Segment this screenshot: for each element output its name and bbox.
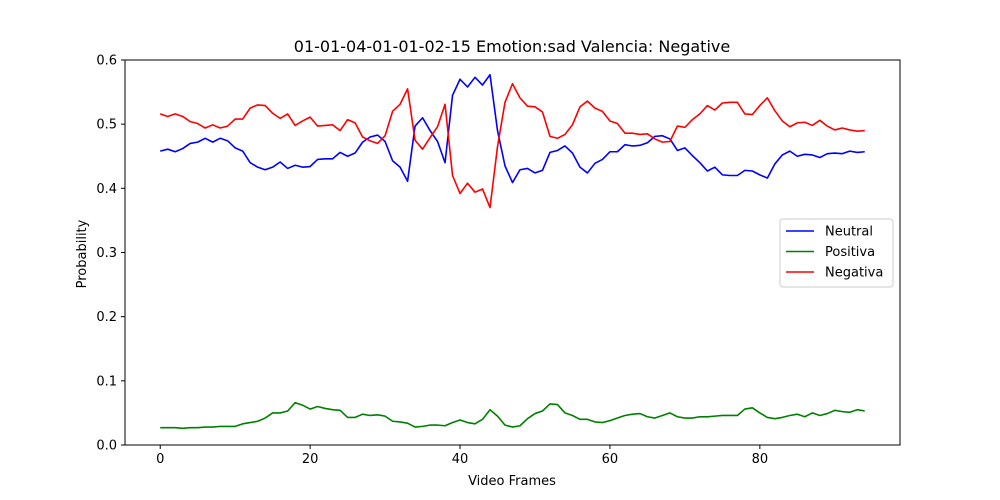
chart-title: 01-01-04-01-01-02-15 Emotion:sad Valenci… xyxy=(294,37,730,56)
legend: Neutral Positiva Negativa xyxy=(779,218,894,288)
y-tick-label: 0.0 xyxy=(96,439,117,454)
y-tick-label: 0.1 xyxy=(96,374,117,389)
legend-box xyxy=(779,218,894,288)
x-axis: 0 20 40 60 80 xyxy=(156,445,768,467)
legend-label-negativa: Negativa xyxy=(825,266,883,281)
series-line-neutral xyxy=(160,73,865,184)
x-tick-label: 60 xyxy=(602,452,619,467)
x-tick-label: 0 xyxy=(156,452,164,467)
y-tick-label: 0.6 xyxy=(96,54,117,69)
x-tick-label: 40 xyxy=(452,452,469,467)
y-axis: 0.0 0.1 0.2 0.3 0.4 0.5 0.6 xyxy=(96,54,125,454)
y-tick-label: 0.5 xyxy=(96,118,117,133)
legend-label-positiva: Positiva xyxy=(825,245,875,260)
series-line-negativa xyxy=(159,82,865,209)
y-tick-label: 0.4 xyxy=(96,182,117,197)
y-tick-label: 0.3 xyxy=(96,246,117,261)
legend-label-neutral: Neutral xyxy=(825,225,873,240)
series-line-positiva xyxy=(160,401,865,430)
y-tick-label: 0.2 xyxy=(96,310,117,325)
x-axis-label: Video Frames xyxy=(468,474,556,489)
y-axis-label: Probability xyxy=(75,219,90,288)
x-tick-label: 20 xyxy=(302,452,319,467)
x-tick-label: 80 xyxy=(752,452,769,467)
